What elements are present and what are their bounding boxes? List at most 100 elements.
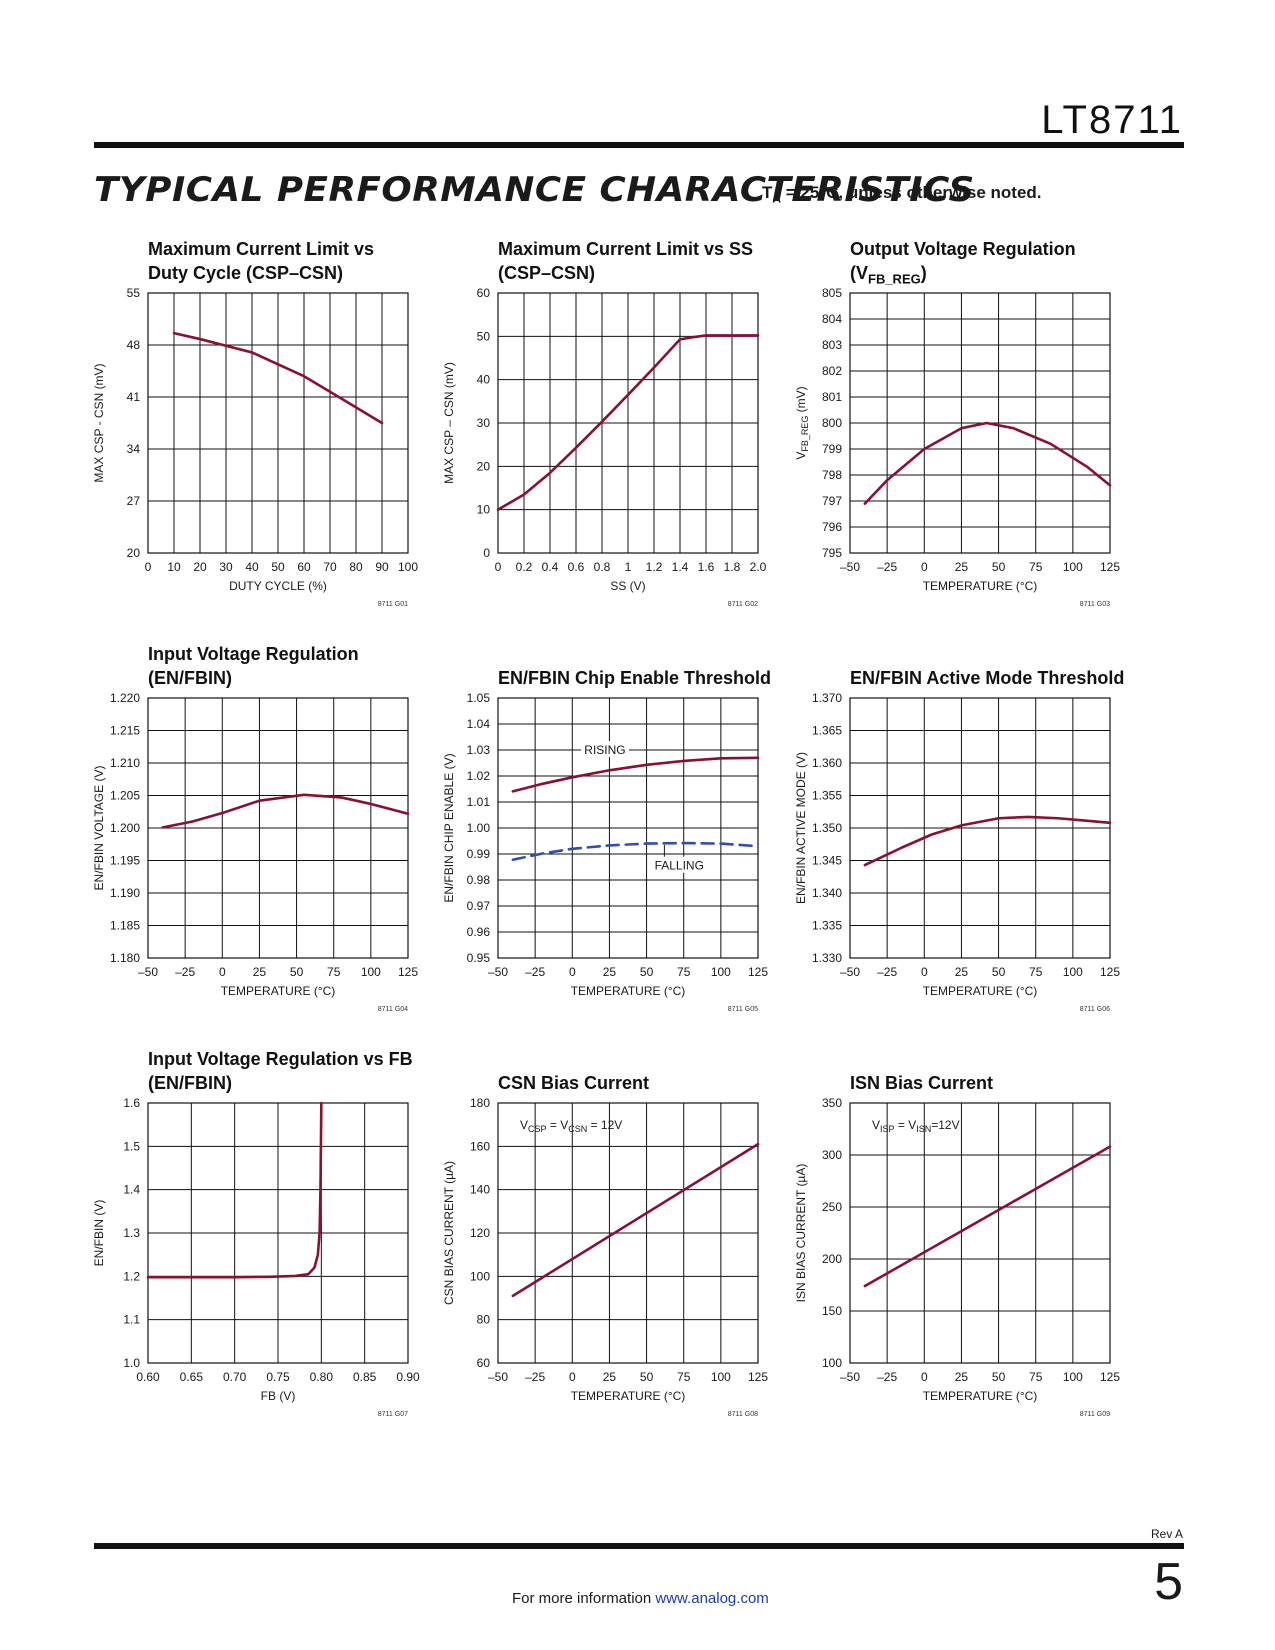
plot-frame (849, 292, 1111, 554)
x-tick-label: 50 (271, 560, 285, 574)
y-tick-label: 1.2 (123, 1269, 140, 1283)
y-tick-label: 40 (477, 373, 491, 387)
chart-title-line: Input Voltage Regulation vs FB (148, 1049, 413, 1069)
y-tick-label: 27 (127, 494, 141, 508)
x-tick-label: 100 (1063, 965, 1083, 979)
y-label-main: V (794, 452, 808, 460)
figure-code: 8711 G09 (1080, 1411, 1110, 1418)
plot-area: –50 –25 0 25 50 75 100 125 100 150 200 250 300 350 TEM… (794, 1096, 1120, 1418)
x-tick-label: 0 (921, 1370, 928, 1384)
y-axis-label: CSN BIAS CURRENT (µA) (442, 1161, 456, 1305)
footer-info: For more information www.analog.com (512, 1590, 769, 1607)
chart-title: CSN Bias Current (498, 1071, 649, 1095)
y-tick-label: 55 (127, 286, 141, 300)
x-tick-label: 0.85 (353, 1370, 377, 1384)
x-tick-label: –25 (175, 965, 195, 979)
y-tick-label: 796 (822, 520, 842, 534)
plot-area: –50 –25 0 25 50 75 100 125 1.180 1.185 1.190 1.195 1… (92, 691, 418, 1013)
y-tick-label: 803 (822, 338, 842, 352)
x-tick-label: –25 (525, 965, 545, 979)
condition-part: = V (547, 1118, 569, 1132)
x-tick-label: –25 (525, 1370, 545, 1384)
x-tick-label: 90 (375, 560, 389, 574)
y-tick-label: 1.6 (123, 1096, 140, 1110)
chart-title: Input Voltage Regulation (EN/FBIN) (148, 642, 359, 690)
plot-frame (497, 1102, 759, 1364)
x-tick-label: 0.8 (594, 560, 611, 574)
chart-title-line: (EN/FBIN) (148, 1073, 232, 1093)
y-label-rest: (mV) (794, 386, 808, 415)
x-tick-label: 50 (992, 560, 1006, 574)
footer-link[interactable]: www.analog.com (655, 1590, 769, 1607)
y-tick-label: 1.02 (467, 769, 491, 783)
y-tick-label: 120 (470, 1226, 490, 1240)
plot-area: –50 –25 0 25 50 75 100 125 0.95 0.96 0.97 0.98 0.99 1… (442, 691, 768, 1013)
part-number: LT8711 (1041, 98, 1183, 142)
plot-area: –50 –25 0 25 50 75 100 125 795 796 797 798 799 800 801… (794, 286, 1120, 608)
section-title: TYPICAL PERFORMANCE CHARACTERISTICS (94, 170, 975, 210)
footer-text: For more information (512, 1590, 656, 1607)
y-tick-label: 797 (822, 494, 842, 508)
chart-G08: –50 –25 0 25 50 75 100 125 60 80 100 120 140 160 180 TE… (442, 1096, 768, 1418)
figure-code: 8711 G06 (1080, 1006, 1110, 1013)
y-tick-label: 1.220 (110, 691, 140, 705)
x-tick-label: 25 (955, 560, 969, 574)
x-tick-label: 125 (1100, 1370, 1120, 1384)
y-tick-label: 1.360 (812, 756, 842, 770)
y-tick-label: 0 (483, 546, 490, 560)
y-tick-label: 300 (822, 1148, 842, 1162)
x-tick-label: 50 (992, 965, 1006, 979)
y-tick-label: 1.1 (123, 1313, 140, 1327)
plot-area: 0.60 0.65 0.70 0.75 0.80 0.85 0.90 1.0 1.1 1.2 1.3… (92, 1096, 420, 1418)
x-tick-label: 1.2 (646, 560, 663, 574)
x-tick-label: 100 (1063, 1370, 1083, 1384)
y-tick-label: 1.215 (110, 724, 140, 738)
y-tick-label: 800 (822, 416, 842, 430)
y-tick-label: 1.190 (110, 886, 140, 900)
x-tick-label: 70 (323, 560, 337, 574)
x-tick-label: 0.70 (223, 1370, 247, 1384)
y-tick-label: 0.97 (467, 899, 491, 913)
x-tick-label: 125 (1100, 560, 1120, 574)
series-line (863, 815, 1112, 867)
y-tick-label: 1.01 (467, 795, 491, 809)
x-tick-label: 125 (748, 1370, 768, 1384)
x-axis-label: FB (V) (261, 1389, 296, 1403)
x-tick-label: 25 (955, 965, 969, 979)
chart-title-line: Maximum Current Limit vs (148, 239, 375, 259)
series-line (161, 793, 410, 829)
chart-G02: 0 0.2 0.4 0.6 0.8 1 1.2 1.4 1.6 1.8 2.0 0 10 20 30 40 50… (442, 286, 767, 608)
y-tick-label: 1.185 (110, 919, 140, 933)
y-tick-label: 1.330 (812, 951, 842, 965)
condition-part: V (520, 1118, 528, 1132)
chart-title-line: Output Voltage Regulation (850, 239, 1076, 259)
y-tick-label: 20 (477, 459, 491, 473)
y-tick-label: 1.355 (812, 789, 842, 803)
x-tick-label: –50 (840, 560, 860, 574)
series-line (496, 334, 760, 511)
y-tick-label: 34 (127, 442, 141, 456)
annotation-rising: RISING (572, 741, 647, 757)
x-tick-label: 1.6 (698, 560, 715, 574)
y-tick-label: 0.95 (467, 951, 491, 965)
annotation-bg (651, 856, 708, 873)
x-tick-label: 60 (297, 560, 311, 574)
x-tick-label: 100 (361, 965, 381, 979)
y-tick-label: 30 (477, 416, 491, 430)
x-tick-label: 75 (1029, 560, 1043, 574)
chart-title: EN/FBIN Chip Enable Threshold (498, 666, 771, 690)
chart-title-line: EN/FBIN Active Mode Threshold (850, 668, 1125, 688)
figure-code: 8711 G05 (728, 1006, 758, 1013)
x-tick-label: 125 (748, 965, 768, 979)
chart-title: EN/FBIN Active Mode Threshold (850, 666, 1124, 690)
y-tick-label: 1.04 (467, 717, 491, 731)
x-axis-label: SS (V) (610, 579, 645, 593)
x-tick-label: 0.6 (568, 560, 585, 574)
plot-frame (497, 697, 759, 959)
annotation-rising-text: RISING (584, 743, 625, 757)
y-tick-label: 1.350 (812, 821, 842, 835)
x-tick-label: 0 (145, 560, 152, 574)
chart-title-line: (CSP–CSN) (498, 263, 596, 283)
y-tick-label: 1.345 (812, 854, 842, 868)
series-line-rising (511, 756, 760, 793)
